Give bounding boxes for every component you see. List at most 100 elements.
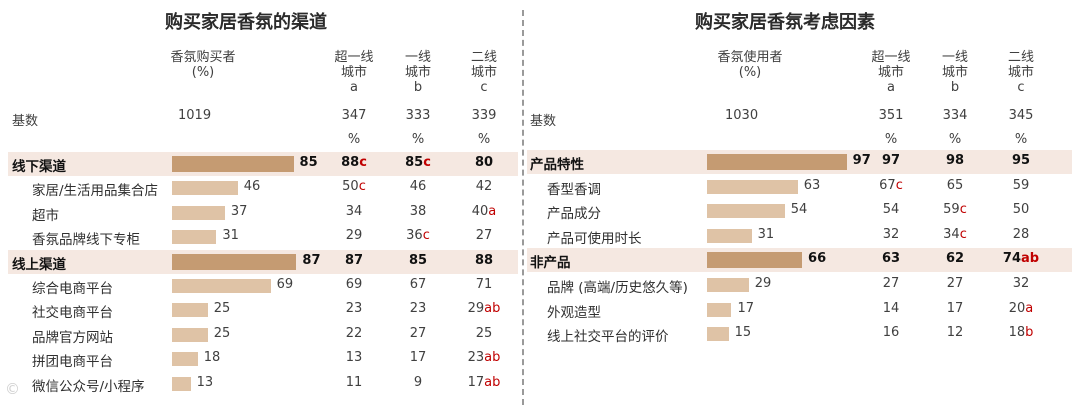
left-panel: 购买家居香氛的渠道 香氛购买者 (%) 超一线 城市 a 一线 城市 b 二线 城市 c… bbox=[0, 0, 520, 411]
cell-value: 88 bbox=[341, 155, 360, 170]
percent-mark: % bbox=[948, 132, 962, 147]
percent-mark: % bbox=[347, 132, 361, 147]
column-header: 超一线 城市 a bbox=[334, 50, 374, 95]
cell-value: 80 bbox=[474, 155, 494, 170]
category-label: 线下渠道 bbox=[12, 159, 66, 175]
cell-value: 34 bbox=[345, 203, 363, 219]
cell-value: 40 bbox=[471, 203, 489, 219]
table-cell: 34c bbox=[933, 227, 977, 242]
cell-value: 97 bbox=[881, 153, 901, 168]
bar bbox=[172, 253, 297, 270]
item-label: 线上社交平台的评价 bbox=[547, 329, 669, 346]
table-cell: 80 bbox=[462, 155, 506, 170]
significance-letter: c bbox=[423, 155, 431, 170]
percent-mark: % bbox=[884, 132, 898, 147]
significance-letter: a bbox=[488, 203, 497, 219]
table-cell: 18b bbox=[999, 325, 1043, 340]
item-label: 社交电商平台 bbox=[32, 305, 113, 322]
table-cell: 50 bbox=[999, 202, 1043, 217]
cell-value: 46 bbox=[409, 179, 427, 195]
cell-value: 17 bbox=[467, 374, 485, 390]
cell-value: 27 bbox=[409, 325, 427, 341]
significance-letter: c bbox=[959, 202, 967, 218]
bar bbox=[707, 179, 798, 194]
bar bbox=[707, 228, 752, 243]
bar-value-label: 17 bbox=[737, 300, 755, 316]
percent-mark: % bbox=[411, 132, 425, 147]
category-label: 非产品 bbox=[530, 255, 571, 272]
bar bbox=[707, 327, 729, 342]
cell-value: 42 bbox=[475, 179, 493, 195]
bar bbox=[172, 376, 191, 391]
bar-value-label: 29 bbox=[754, 276, 772, 291]
significance-letter: c bbox=[358, 179, 366, 195]
table-cell: 17 bbox=[396, 350, 440, 365]
category-label: 线上渠道 bbox=[12, 256, 66, 273]
table-cell: 9 bbox=[396, 375, 440, 390]
cell-value: 59 bbox=[943, 202, 960, 218]
item-label: 香氛品牌线下专柜 bbox=[32, 232, 140, 249]
item-label: 产品可使用时长 bbox=[547, 230, 642, 247]
significance-letter: c bbox=[359, 155, 367, 170]
bar-value-label: 54 bbox=[790, 202, 808, 218]
cell-value: 14 bbox=[882, 300, 900, 316]
table-cell: 88c bbox=[332, 155, 376, 170]
cell-value: 23 bbox=[467, 350, 485, 366]
bar bbox=[707, 154, 847, 170]
column-header: 香氛购买者 (%) bbox=[170, 50, 236, 80]
table-cell: 71 bbox=[462, 277, 506, 292]
significance-letter: ab bbox=[484, 301, 501, 317]
table-cell: 63 bbox=[869, 251, 913, 266]
percent-mark: % bbox=[1014, 132, 1028, 147]
bar-value-label: 63 bbox=[803, 177, 821, 193]
cell-value: 34 bbox=[943, 226, 960, 242]
table-cell: 14 bbox=[869, 301, 913, 316]
cell-value: 27 bbox=[882, 276, 900, 291]
item-label: 产品成分 bbox=[547, 206, 601, 223]
significance-letter: a bbox=[1025, 300, 1034, 316]
bar bbox=[707, 278, 749, 292]
table-cell: 32 bbox=[869, 227, 913, 242]
bar-value-label: 66 bbox=[808, 251, 827, 267]
table-cell: 97 bbox=[869, 153, 913, 168]
table-cell: 27 bbox=[462, 228, 506, 243]
column-header: 一线 城市 b bbox=[404, 50, 431, 95]
column-header: 二线 城市 c bbox=[470, 50, 497, 95]
item-label: 家居/生活用品集合店 bbox=[32, 183, 159, 200]
bar-value-label: 37 bbox=[230, 203, 248, 219]
column-header: 二线 城市 c bbox=[1007, 50, 1034, 95]
category-label: 产品特性 bbox=[530, 157, 584, 173]
basis-label: 基数 bbox=[12, 114, 39, 129]
bar-value-label: 85 bbox=[299, 155, 318, 170]
bar bbox=[172, 230, 217, 245]
table-cell: 59c bbox=[933, 202, 977, 217]
table-cell: 95 bbox=[999, 153, 1043, 168]
table-cell: 74ab bbox=[999, 251, 1043, 266]
cell-value: 29 bbox=[467, 301, 485, 317]
cell-value: 28 bbox=[1012, 226, 1030, 242]
significance-letter: ab bbox=[1021, 251, 1040, 267]
table-cell: 42 bbox=[462, 179, 506, 194]
significance-letter: c bbox=[422, 228, 430, 244]
cell-value: 63 bbox=[881, 251, 901, 267]
item-label: 超市 bbox=[32, 207, 59, 224]
table-cell: 17ab bbox=[462, 375, 506, 390]
item-label: 外观造型 bbox=[547, 304, 601, 321]
bar bbox=[707, 302, 732, 317]
significance-letter: b bbox=[1025, 325, 1034, 341]
table-cell: 32 bbox=[999, 276, 1043, 291]
table-cell: 67c bbox=[869, 178, 913, 193]
table-cell: 87 bbox=[332, 253, 376, 268]
significance-letter: c bbox=[895, 177, 903, 193]
basis-value: 1030 bbox=[725, 108, 759, 123]
cell-value: 17 bbox=[946, 300, 964, 316]
cell-value: 65 bbox=[946, 177, 964, 193]
cell-value: 74 bbox=[1002, 251, 1021, 267]
significance-letter: ab bbox=[484, 350, 501, 366]
bar bbox=[172, 352, 198, 367]
bar bbox=[172, 303, 208, 318]
basis-value: 345 bbox=[1008, 108, 1034, 123]
table-cell: 36c bbox=[396, 228, 440, 243]
cell-value: 69 bbox=[345, 277, 363, 292]
table-cell: 69 bbox=[332, 277, 376, 292]
